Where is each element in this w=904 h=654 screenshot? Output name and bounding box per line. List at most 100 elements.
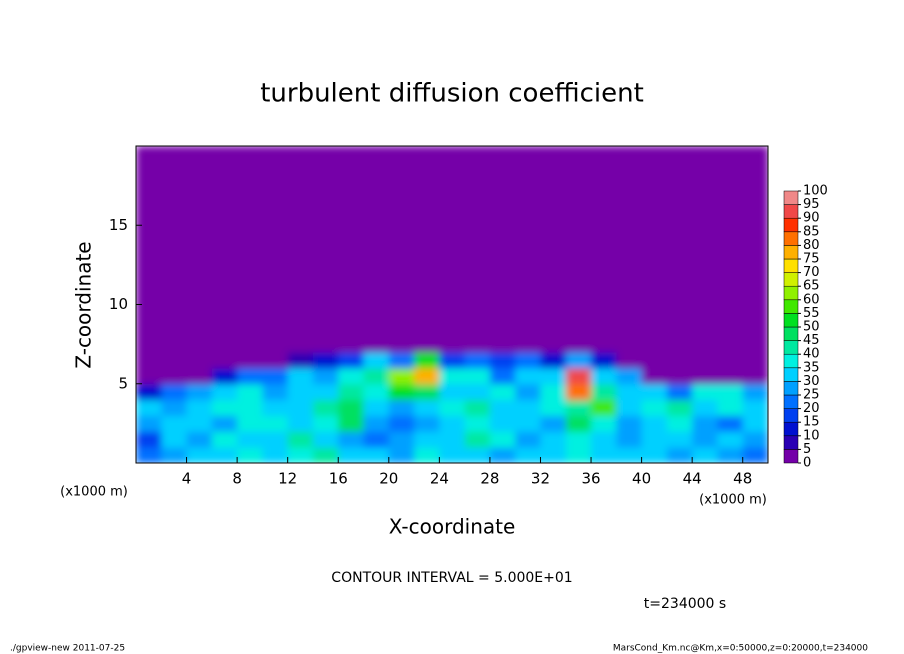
field-cell <box>489 352 516 369</box>
field-cell <box>489 367 516 385</box>
field-cell <box>136 447 162 463</box>
colorbar-band <box>783 285 799 301</box>
field-cell <box>641 447 668 463</box>
field-cell <box>565 336 592 353</box>
field-cell <box>616 399 643 416</box>
field-cell <box>540 352 567 369</box>
x-tick-label: 24 <box>430 470 449 488</box>
field-cell <box>287 336 314 353</box>
field-cell <box>312 336 339 353</box>
field-cell <box>262 367 289 385</box>
field-cell <box>211 352 238 369</box>
field-cell <box>414 415 440 432</box>
field-cell <box>338 399 365 416</box>
field-cell <box>312 447 339 463</box>
field-cell <box>666 415 693 432</box>
field-cell <box>211 447 238 463</box>
field-cell <box>414 367 440 385</box>
x-tick-label: 4 <box>182 470 192 488</box>
colorbar-label: 10 <box>803 428 820 443</box>
field-cell <box>287 352 314 369</box>
field-cell <box>439 383 466 401</box>
field-cell <box>717 367 744 385</box>
field-cell <box>186 146 213 337</box>
field-cell <box>540 431 567 448</box>
colorbar-band <box>783 449 799 464</box>
field-cell <box>717 383 744 401</box>
field-cell <box>363 352 390 369</box>
colorbar-label: 75 <box>803 252 820 267</box>
field-cell <box>641 431 668 448</box>
x-tick-label: 32 <box>531 470 550 488</box>
cells <box>136 146 768 463</box>
field <box>136 146 768 463</box>
colorbar-label: 20 <box>803 401 820 416</box>
field-cell <box>414 399 440 416</box>
field-cell <box>616 431 643 448</box>
x-unit: (x1000 m) <box>699 493 767 508</box>
field-cell <box>262 146 289 337</box>
field-cell <box>161 146 188 337</box>
field-cell <box>312 367 339 385</box>
field-cell <box>388 367 415 385</box>
field-cell <box>742 399 768 416</box>
x-axis-label: X-coordinate <box>389 515 516 539</box>
field-cell <box>287 367 314 385</box>
field-cell <box>363 415 390 432</box>
colorbar-label: 40 <box>803 347 820 362</box>
field-cell <box>161 352 188 369</box>
field-cell <box>388 383 415 401</box>
field-cell <box>591 367 617 385</box>
field-cell <box>641 399 668 416</box>
colorbar-label: 55 <box>803 306 820 321</box>
field-cell <box>616 383 643 401</box>
x-tick-label: 28 <box>480 470 499 488</box>
colorbar-label: 5 <box>803 442 811 457</box>
field-cell <box>565 431 592 448</box>
field-cell <box>237 415 263 432</box>
field-cell <box>591 146 617 337</box>
field-cell <box>464 431 491 448</box>
field-cell <box>211 399 238 416</box>
field-cell <box>211 367 238 385</box>
field-cell <box>237 367 263 385</box>
field-cell <box>211 146 238 337</box>
annotation: CONTOUR INTERVAL = 5.000E+01 <box>331 570 572 586</box>
field-cell <box>312 146 339 337</box>
colorbar-band <box>783 353 799 369</box>
field-cell <box>641 336 668 353</box>
field-cell <box>136 399 162 416</box>
field-cell <box>414 352 440 369</box>
colorbar-label: 85 <box>803 224 820 239</box>
field-cell <box>161 336 188 353</box>
field-cell <box>742 367 768 385</box>
colorbar-band <box>783 394 799 409</box>
field-cell <box>565 399 592 416</box>
field-cell <box>515 367 541 385</box>
field-cell <box>186 336 213 353</box>
field-cell <box>287 399 314 416</box>
x-tick-label: 48 <box>733 470 752 488</box>
field-cell <box>515 431 541 448</box>
colorbar-band <box>783 408 799 423</box>
field-cell <box>262 447 289 463</box>
field-cell <box>489 399 516 416</box>
field-cell <box>591 336 617 353</box>
y-tick-label: 10 <box>109 295 128 313</box>
field-cell <box>692 431 718 448</box>
field-cell <box>388 146 415 337</box>
field-cell <box>136 146 162 337</box>
field-cell <box>591 352 617 369</box>
colorbar-band <box>783 326 799 341</box>
colorbar-band <box>783 340 799 355</box>
field-cell <box>161 447 188 463</box>
field-cell <box>742 447 768 463</box>
field-cell <box>312 352 339 369</box>
y-tick-label: 5 <box>118 374 128 392</box>
colorbar-band <box>783 299 799 314</box>
field-cell <box>692 367 718 385</box>
field-cell <box>591 383 617 401</box>
field-cell <box>692 383 718 401</box>
field-cell <box>489 383 516 401</box>
field-cell <box>717 352 744 369</box>
